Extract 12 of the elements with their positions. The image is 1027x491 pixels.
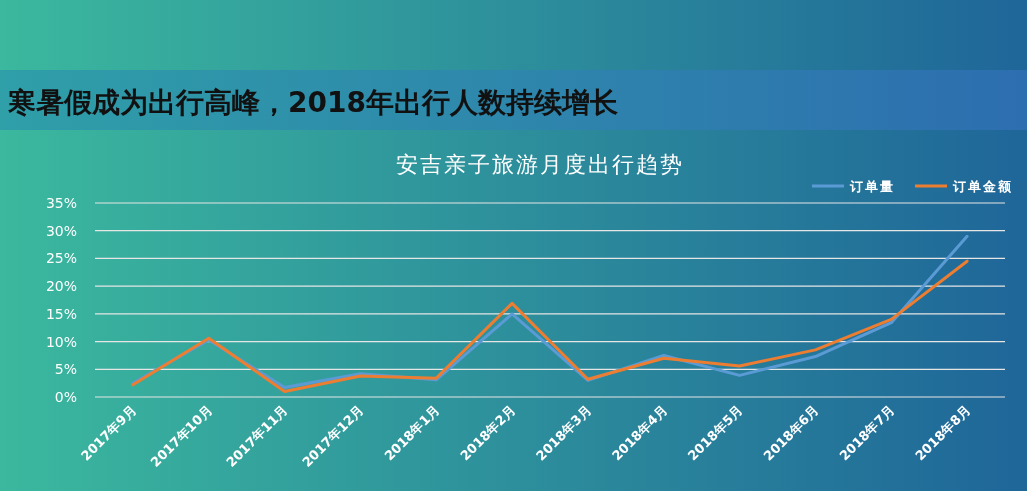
- y-tick-label: 30%: [45, 222, 77, 239]
- y-tick-label: 20%: [45, 278, 77, 295]
- subtitle: 安吉亲子旅游月度出行趋势: [396, 152, 684, 177]
- legend-label: 订单金额: [952, 179, 1013, 194]
- y-tick-label: 5%: [54, 361, 77, 378]
- y-tick-label: 15%: [45, 305, 77, 322]
- y-tick-label: 10%: [45, 333, 77, 350]
- title: 寒暑假成为出行高峰，2018年出行人数持续增长: [8, 86, 618, 119]
- y-tick-label: 35%: [45, 195, 77, 211]
- legend-label: 订单量: [849, 179, 895, 194]
- y-tick-label: 0%: [54, 389, 77, 405]
- y-tick-label: 25%: [45, 250, 77, 267]
